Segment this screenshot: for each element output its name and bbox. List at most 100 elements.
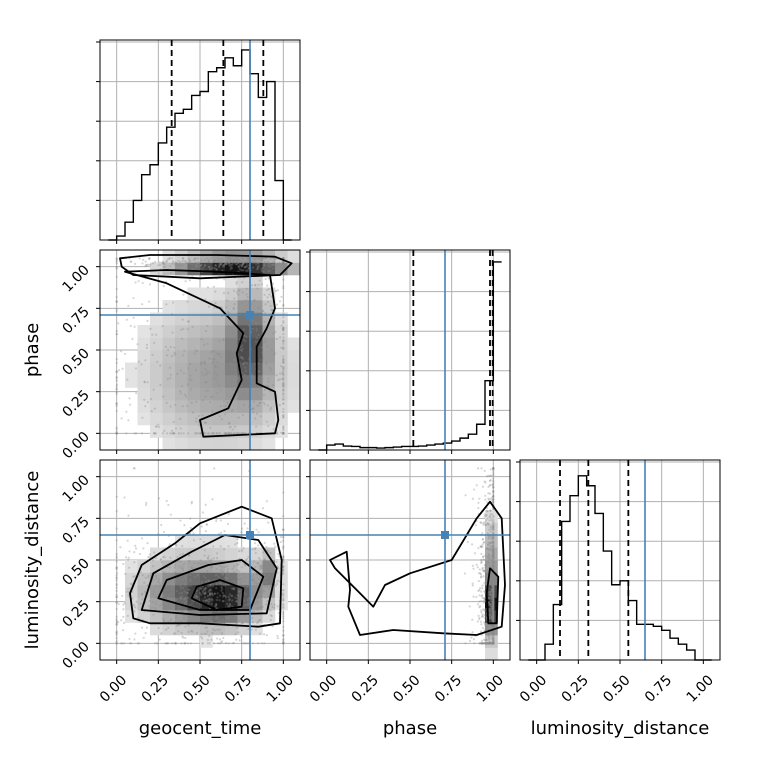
scatter-point xyxy=(481,642,484,645)
scatter-point xyxy=(258,370,261,373)
scatter-point xyxy=(184,625,187,628)
scatter-point xyxy=(488,641,492,644)
scatter-point xyxy=(239,345,242,349)
scatter-point xyxy=(492,598,495,601)
scatter-point xyxy=(492,498,495,501)
scatter-point xyxy=(477,467,480,470)
scatter-point xyxy=(166,432,169,435)
scatter-point xyxy=(218,582,221,585)
scatter-point xyxy=(196,349,199,353)
density-cell xyxy=(162,585,176,598)
scatter-point xyxy=(211,594,214,597)
scatter-point xyxy=(237,590,240,593)
scatter-point xyxy=(168,257,171,260)
scatter-point xyxy=(282,287,285,290)
scatter-point xyxy=(140,593,144,596)
scatter-point xyxy=(228,426,231,429)
density-cell xyxy=(275,337,288,351)
scatter-point xyxy=(200,603,203,607)
scatter-point xyxy=(282,415,285,419)
scatter-point xyxy=(488,515,491,518)
scatter-point xyxy=(251,319,254,322)
scatter-point xyxy=(255,528,258,531)
scatter-point xyxy=(207,602,210,605)
scatter-point xyxy=(492,596,495,599)
scatter-point xyxy=(490,603,493,606)
scatter-point xyxy=(247,602,250,605)
scatter-point xyxy=(492,574,495,577)
scatter-point xyxy=(482,608,485,611)
scatter-point xyxy=(227,513,230,516)
scatter-point xyxy=(205,372,208,375)
scatter-point xyxy=(194,261,198,264)
scatter-point xyxy=(492,642,495,645)
scatter-point xyxy=(153,642,157,645)
scatter-point xyxy=(219,388,222,391)
scatter-point xyxy=(263,320,266,323)
scatter-point xyxy=(488,590,492,594)
scatter-point xyxy=(222,400,226,403)
scatter-point xyxy=(186,596,189,599)
scatter-point xyxy=(123,642,126,645)
scatter-point xyxy=(492,516,495,519)
scatter-point xyxy=(492,642,495,645)
scatter-point xyxy=(231,262,234,265)
scatter-point xyxy=(228,432,231,435)
scatter-point xyxy=(487,642,490,645)
scatter-point xyxy=(484,514,488,517)
scatter-point xyxy=(210,592,213,595)
scatter-point xyxy=(491,608,494,611)
scatter-point xyxy=(241,414,245,417)
scatter-point xyxy=(492,531,495,534)
scatter-point xyxy=(236,574,239,577)
scatter-point xyxy=(492,545,495,548)
scatter-point xyxy=(177,606,180,609)
x-axis-label-phase: phase xyxy=(383,718,437,739)
density-cell xyxy=(485,635,498,648)
scatter-point xyxy=(175,544,178,547)
scatter-point xyxy=(215,586,218,590)
scatter-point xyxy=(492,524,495,527)
scatter-point xyxy=(492,582,495,585)
scatter-point xyxy=(488,580,492,583)
scatter-point xyxy=(282,366,285,370)
scatter-point xyxy=(179,553,182,556)
scatter-point xyxy=(232,307,235,310)
scatter-point xyxy=(270,581,273,584)
scatter-point xyxy=(492,637,495,640)
scatter-point xyxy=(227,432,230,435)
scatter-point xyxy=(282,388,285,391)
scatter-point xyxy=(226,401,229,404)
scatter-point xyxy=(492,609,495,612)
density-cell xyxy=(175,337,188,351)
scatter-point xyxy=(204,626,207,629)
scatter-point xyxy=(256,642,260,645)
scatter-point xyxy=(479,561,483,564)
scatter-point xyxy=(204,587,207,590)
scatter-point xyxy=(207,590,210,593)
scatter-point xyxy=(191,630,194,633)
scatter-point xyxy=(226,522,230,526)
scatter-point xyxy=(161,261,164,264)
density-cell xyxy=(225,300,238,313)
scatter-point xyxy=(247,392,250,396)
scatter-point xyxy=(263,541,266,545)
scatter-point xyxy=(276,264,280,267)
scatter-point xyxy=(225,432,228,435)
scatter-point xyxy=(260,566,263,569)
contours xyxy=(329,500,506,636)
scatter-point xyxy=(492,555,495,558)
scatter-point xyxy=(282,432,285,435)
density-cell xyxy=(237,275,251,288)
scatter-point xyxy=(246,599,250,602)
scatter-point xyxy=(492,620,495,623)
scatter-point xyxy=(492,615,495,619)
scatter-point xyxy=(120,417,123,420)
scatter-point xyxy=(177,432,180,435)
scatter-point xyxy=(276,289,279,292)
scatter-point xyxy=(243,563,246,566)
density-cell xyxy=(262,262,276,276)
scatter-point xyxy=(269,614,272,617)
scatter-point xyxy=(282,605,285,609)
scatter-point xyxy=(492,625,495,628)
